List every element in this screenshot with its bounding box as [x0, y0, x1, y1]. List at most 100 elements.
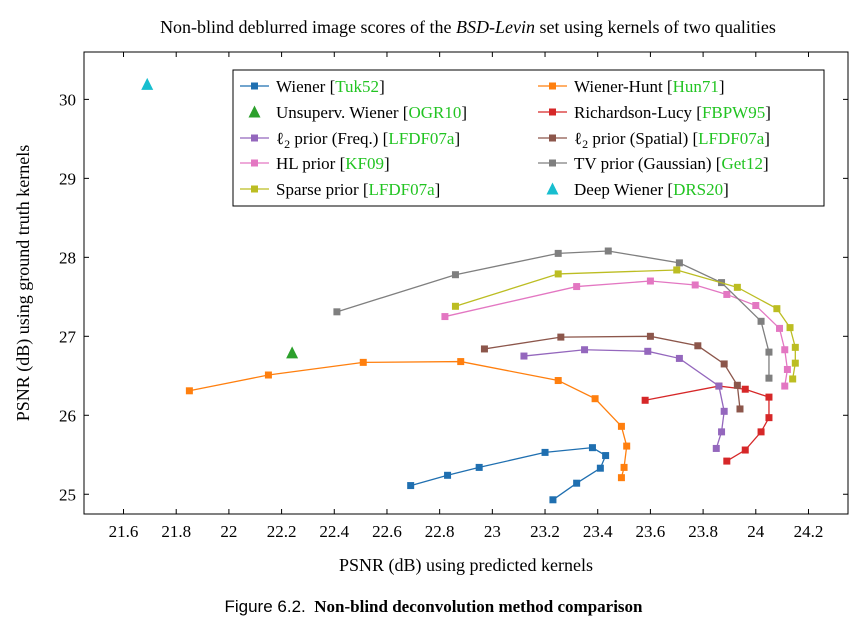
- data-point-richardson-lucy: [741, 385, 749, 393]
- chart-title-dataset: BSD-Levin: [456, 17, 535, 37]
- data-point-wiener-hunt: [457, 358, 465, 366]
- data-point-richardson-lucy: [741, 446, 749, 454]
- series-line-wiener: [410, 446, 607, 501]
- legend-citation: OGR10: [408, 103, 461, 122]
- legend-label-text: Unsuperv. Wiener [: [276, 103, 409, 122]
- series-l2-prior-freq: [520, 346, 728, 452]
- legend-label-text: ]: [454, 129, 460, 148]
- data-point-tv-prior-gaussian: [451, 271, 459, 279]
- legend-item-wiener-hunt: Wiener-Hunt [Hun71]: [538, 77, 725, 96]
- data-point-wiener: [444, 471, 452, 479]
- series-deep-wiener: [141, 77, 154, 90]
- x-tick-label: 23.4: [583, 522, 613, 541]
- data-point-l2-prior-freq: [712, 444, 720, 452]
- data-point-richardson-lucy: [765, 393, 773, 401]
- data-point-richardson-lucy: [723, 457, 731, 465]
- x-tick-label: 23: [484, 522, 501, 541]
- legend-label-text: prior (Freq.) [: [290, 129, 389, 148]
- legend-label-text: ]: [379, 77, 385, 96]
- x-tick-label: 23.8: [688, 522, 718, 541]
- data-point-l2-prior-freq: [715, 382, 723, 390]
- data-point-sparse-prior: [789, 375, 797, 383]
- data-point-tv-prior-gaussian: [757, 317, 765, 325]
- legend-marker-sparse-prior: [251, 185, 258, 193]
- series-line-l2-prior-freq: [523, 349, 725, 449]
- data-series: [141, 77, 799, 504]
- legend-label-subscript: 2: [284, 137, 290, 151]
- data-point-richardson-lucy: [757, 428, 765, 436]
- data-point-hl-prior: [776, 324, 784, 332]
- data-point-wiener: [573, 479, 581, 487]
- legend-label-wiener: Wiener [Tuk52]: [276, 77, 385, 96]
- data-point-l2-prior-freq: [581, 346, 589, 354]
- legend-label-text: TV prior (Gaussian) [: [574, 154, 722, 173]
- data-point-wiener: [475, 463, 483, 471]
- legend-label-text: ]: [764, 129, 770, 148]
- x-tick-label: 22.6: [372, 522, 402, 541]
- legend-box: [232, 69, 825, 207]
- data-point-hl-prior: [646, 277, 654, 285]
- x-tick-label: 24: [747, 522, 765, 541]
- legend-label-text: ℓ: [276, 129, 284, 148]
- data-point-hl-prior: [781, 346, 789, 354]
- legend-label-text: ℓ: [574, 129, 582, 148]
- legend-label-text: ]: [765, 103, 771, 122]
- data-point-l2-prior-spatial: [694, 342, 702, 350]
- x-tick-label: 22.4: [319, 522, 349, 541]
- series-line-l2-prior-spatial: [484, 335, 741, 410]
- data-point-l2-prior-spatial: [720, 360, 728, 368]
- legend-label-text: Deep Wiener [: [574, 180, 673, 199]
- legend-label-text: Sparse prior [: [276, 180, 369, 199]
- series-l2-prior-spatial: [480, 332, 744, 413]
- figure-caption-title: Non-blind deconvolution method compariso…: [314, 597, 643, 616]
- chart-title: Non-blind deblurred image scores of the …: [160, 17, 776, 37]
- x-tick-label: 24.2: [794, 522, 824, 541]
- data-point-tv-prior-gaussian: [675, 259, 683, 267]
- legend-marker-deep-wiener: [546, 182, 559, 195]
- legend-label-text: HL prior [: [276, 154, 346, 173]
- data-point-hl-prior: [691, 281, 699, 289]
- legend-citation: DRS20: [673, 180, 723, 199]
- legend-marker-richardson-lucy: [549, 108, 556, 116]
- y-tick-label: 28: [59, 248, 76, 267]
- legend-label-text: ]: [435, 180, 441, 199]
- legend-item-wiener: Wiener [Tuk52]: [240, 77, 385, 96]
- legend-item-tv-prior-gaussian: TV prior (Gaussian) [Get12]: [538, 154, 769, 173]
- data-point-l2-prior-spatial: [557, 333, 565, 341]
- legend-label-text: ]: [723, 180, 729, 199]
- legend-marker-wiener-hunt: [549, 82, 556, 90]
- series-line-sparse-prior: [455, 269, 796, 380]
- series-line-tv-prior-gaussian: [336, 250, 770, 379]
- data-point-wiener-hunt: [185, 387, 193, 395]
- legend-marker-l2-prior-freq: [251, 134, 258, 142]
- data-point-sparse-prior: [773, 305, 781, 313]
- series-unsuperv-wiener: [286, 346, 299, 359]
- data-point-sparse-prior: [786, 324, 794, 332]
- series-tv-prior-gaussian: [333, 247, 773, 382]
- series-line-wiener-hunt: [189, 360, 628, 478]
- legend-citation: Get12: [721, 154, 763, 173]
- axes: 21.6 21.8 22 22.2 22.4 22.6 22.8 23 23.2 23.4 23.6…: [59, 52, 848, 541]
- legend-label-text: ]: [719, 77, 725, 96]
- y-tick-label: 27: [59, 327, 77, 346]
- data-point-hl-prior: [783, 365, 791, 373]
- series-sparse-prior: [451, 266, 799, 383]
- legend-marker-tv-prior-gaussian: [549, 159, 556, 167]
- data-point-tv-prior-gaussian: [604, 247, 612, 255]
- legend-citation: LFDF07a: [388, 129, 455, 148]
- y-tick-label: 26: [59, 406, 76, 425]
- legend-item-sparse-prior: Sparse prior [LFDF07a]: [240, 180, 440, 199]
- series-wiener-hunt: [185, 358, 631, 482]
- data-point-l2-prior-freq: [644, 347, 652, 355]
- data-point-hl-prior: [441, 313, 449, 321]
- data-point-l2-prior-spatial: [736, 405, 744, 413]
- legend-label-hl-prior: HL prior [KF09]: [276, 154, 390, 173]
- series-hl-prior: [441, 277, 791, 390]
- data-point-l2-prior-freq: [720, 407, 728, 415]
- data-point-tv-prior-gaussian: [554, 249, 562, 257]
- legend-citation: LFDF07a: [369, 180, 436, 199]
- data-point-hl-prior: [573, 283, 581, 291]
- legend-marker-l2-prior-spatial: [549, 134, 556, 142]
- legend-item-richardson-lucy: Richardson-Lucy [FBPW95]: [538, 103, 771, 122]
